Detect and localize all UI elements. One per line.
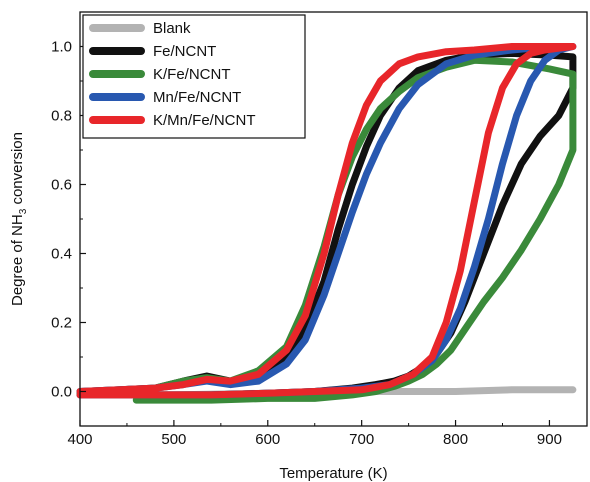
y-tick-label: 0.2 [51,315,72,332]
y-tick-label: 0.8 [51,108,72,125]
y-axis-title: Degree of NH3 conversion [9,132,29,306]
legend: Blank Fe/NCNT K/Fe/NCNT Mn/Fe/NCNT K/Mn/Fe/N… [82,14,306,139]
series-layer [76,43,577,404]
legend-label: Blank [153,20,191,37]
legend-label: Mn/Fe/NCNT [153,89,241,106]
legend-label: K/Fe/NCNT [153,66,231,83]
x-axis-title: Temperature (K) [279,465,387,482]
x-tick-label: 900 [537,431,562,448]
legend-label: Fe/NCNT [153,43,216,60]
ticks-layer: 400 500 600 700 800 900 0.0 0.2 0.4 0.6 0.8 1.0 [51,39,562,449]
y-tick-label: 0.6 [51,177,72,194]
x-tick-label: 600 [255,431,280,448]
y-axis-title-suffix: conversion [9,132,26,209]
x-tick-label: 700 [349,431,374,448]
legend-label: K/Mn/Fe/NCNT [153,112,256,129]
y-tick-label: 1.0 [51,39,72,56]
x-tick-label: 500 [161,431,186,448]
x-tick-label: 800 [443,431,468,448]
x-tick-label: 400 [67,431,92,448]
y-axis-title-subscript: 3 [18,208,29,214]
y-axis-title-prefix: Degree of NH [9,214,26,306]
y-tick-label: 0.0 [51,384,72,401]
series-line-4 [76,43,577,399]
y-tick-label: 0.4 [51,246,72,263]
